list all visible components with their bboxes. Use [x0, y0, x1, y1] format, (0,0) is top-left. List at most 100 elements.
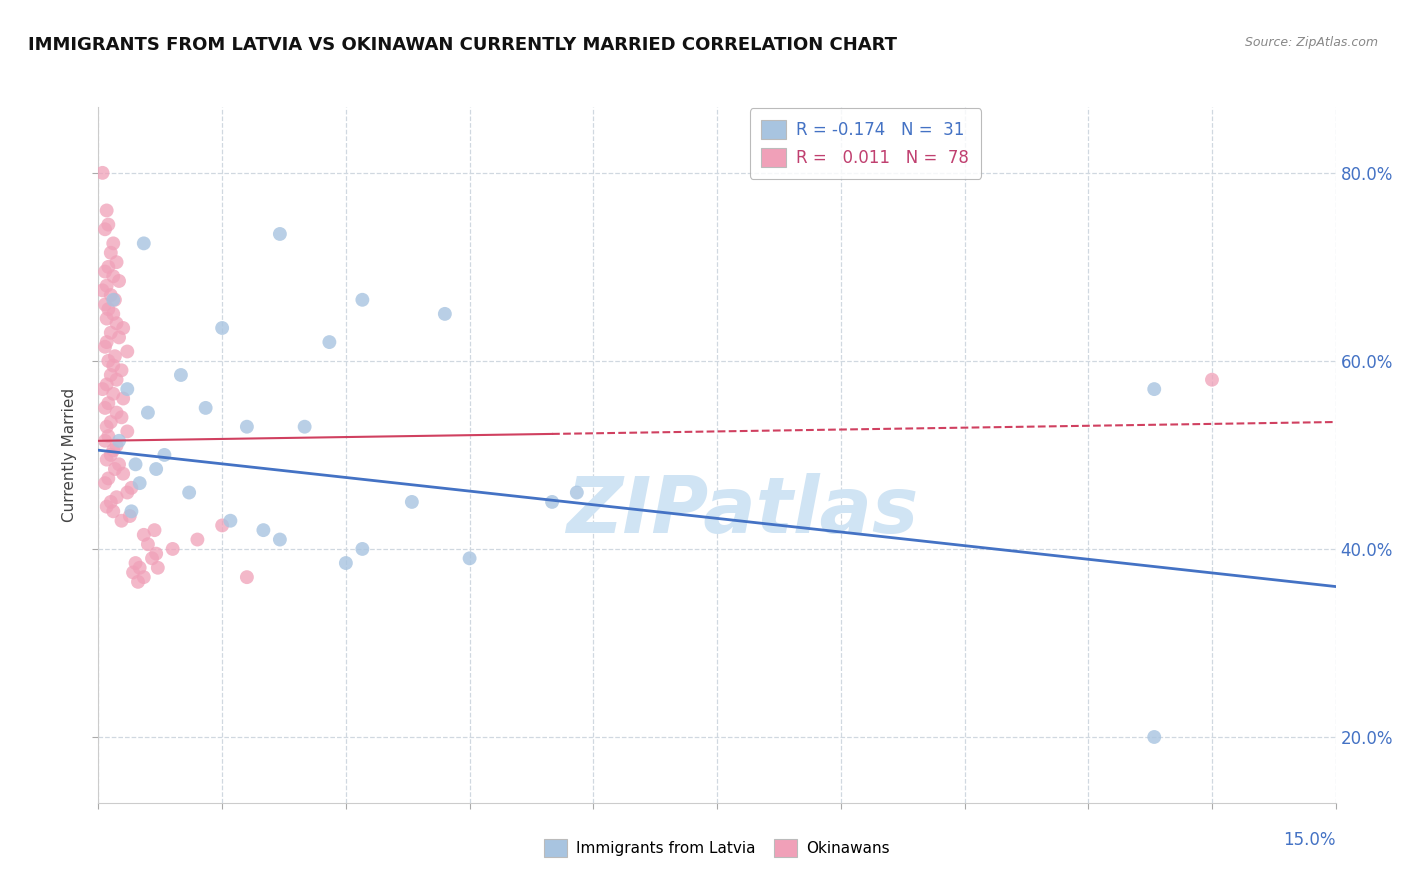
Point — [236, 419, 259, 434]
Point — [97, 260, 120, 274]
Point — [100, 288, 122, 302]
Point — [94, 264, 117, 278]
Point — [97, 354, 120, 368]
Point — [145, 547, 167, 561]
Point — [97, 429, 120, 443]
Point — [117, 425, 139, 439]
Point — [100, 415, 122, 429]
Point — [117, 382, 139, 396]
Point — [143, 523, 166, 537]
Point — [104, 349, 127, 363]
Text: Source: ZipAtlas.com: Source: ZipAtlas.com — [1244, 36, 1378, 49]
Point — [132, 236, 155, 251]
Point — [1143, 730, 1166, 744]
Point — [117, 344, 139, 359]
Point — [94, 297, 117, 311]
Point — [91, 382, 114, 396]
Point — [219, 514, 242, 528]
Point — [132, 570, 155, 584]
Point — [352, 541, 374, 556]
Legend: Immigrants from Latvia, Okinawans: Immigrants from Latvia, Okinawans — [537, 832, 897, 864]
Point — [100, 326, 122, 340]
Point — [105, 316, 128, 330]
Point — [100, 495, 122, 509]
Point — [136, 406, 159, 420]
Point — [110, 410, 132, 425]
Point — [146, 560, 169, 574]
Point — [96, 311, 118, 326]
Point — [96, 278, 118, 293]
Point — [118, 509, 141, 524]
Point — [433, 307, 456, 321]
Point — [162, 541, 184, 556]
Point — [110, 514, 132, 528]
Point — [103, 504, 125, 518]
Point — [132, 528, 155, 542]
Point — [565, 485, 588, 500]
Point — [97, 302, 120, 317]
Point — [108, 458, 131, 472]
Point — [105, 438, 128, 452]
Point — [1143, 382, 1166, 396]
Point — [97, 218, 120, 232]
Point — [94, 476, 117, 491]
Point — [136, 537, 159, 551]
Y-axis label: Currently Married: Currently Married — [62, 388, 77, 522]
Point — [105, 255, 128, 269]
Point — [94, 434, 117, 448]
Point — [96, 377, 118, 392]
Point — [153, 448, 176, 462]
Point — [194, 401, 217, 415]
Point — [186, 533, 208, 547]
Point — [104, 293, 127, 307]
Point — [117, 485, 139, 500]
Point — [103, 307, 125, 321]
Point — [108, 434, 131, 448]
Point — [94, 340, 117, 354]
Point — [401, 495, 423, 509]
Point — [97, 471, 120, 485]
Point — [103, 269, 125, 284]
Text: 15.0%: 15.0% — [1284, 830, 1336, 848]
Point — [105, 490, 128, 504]
Point — [94, 222, 117, 236]
Point — [294, 419, 316, 434]
Point — [108, 330, 131, 344]
Point — [100, 448, 122, 462]
Point — [128, 560, 150, 574]
Text: ZIPatlas: ZIPatlas — [565, 473, 918, 549]
Point — [211, 518, 233, 533]
Point — [141, 551, 163, 566]
Point — [120, 504, 142, 518]
Point — [252, 523, 274, 537]
Point — [211, 321, 233, 335]
Point — [103, 443, 125, 458]
Point — [104, 462, 127, 476]
Point — [96, 335, 118, 350]
Point — [458, 551, 481, 566]
Point — [145, 462, 167, 476]
Point — [108, 274, 131, 288]
Point — [105, 406, 128, 420]
Point — [269, 227, 291, 241]
Point — [124, 458, 146, 472]
Point — [96, 203, 118, 218]
Point — [318, 335, 340, 350]
Point — [179, 485, 201, 500]
Point — [96, 452, 118, 467]
Point — [127, 574, 149, 589]
Point — [103, 386, 125, 401]
Point — [128, 476, 150, 491]
Point — [170, 368, 193, 382]
Point — [269, 533, 291, 547]
Point — [236, 570, 259, 584]
Point — [96, 500, 118, 514]
Point — [112, 321, 135, 335]
Point — [1201, 373, 1223, 387]
Point — [103, 236, 125, 251]
Point — [103, 293, 125, 307]
Point — [96, 419, 118, 434]
Point — [335, 556, 357, 570]
Point — [91, 166, 114, 180]
Point — [100, 368, 122, 382]
